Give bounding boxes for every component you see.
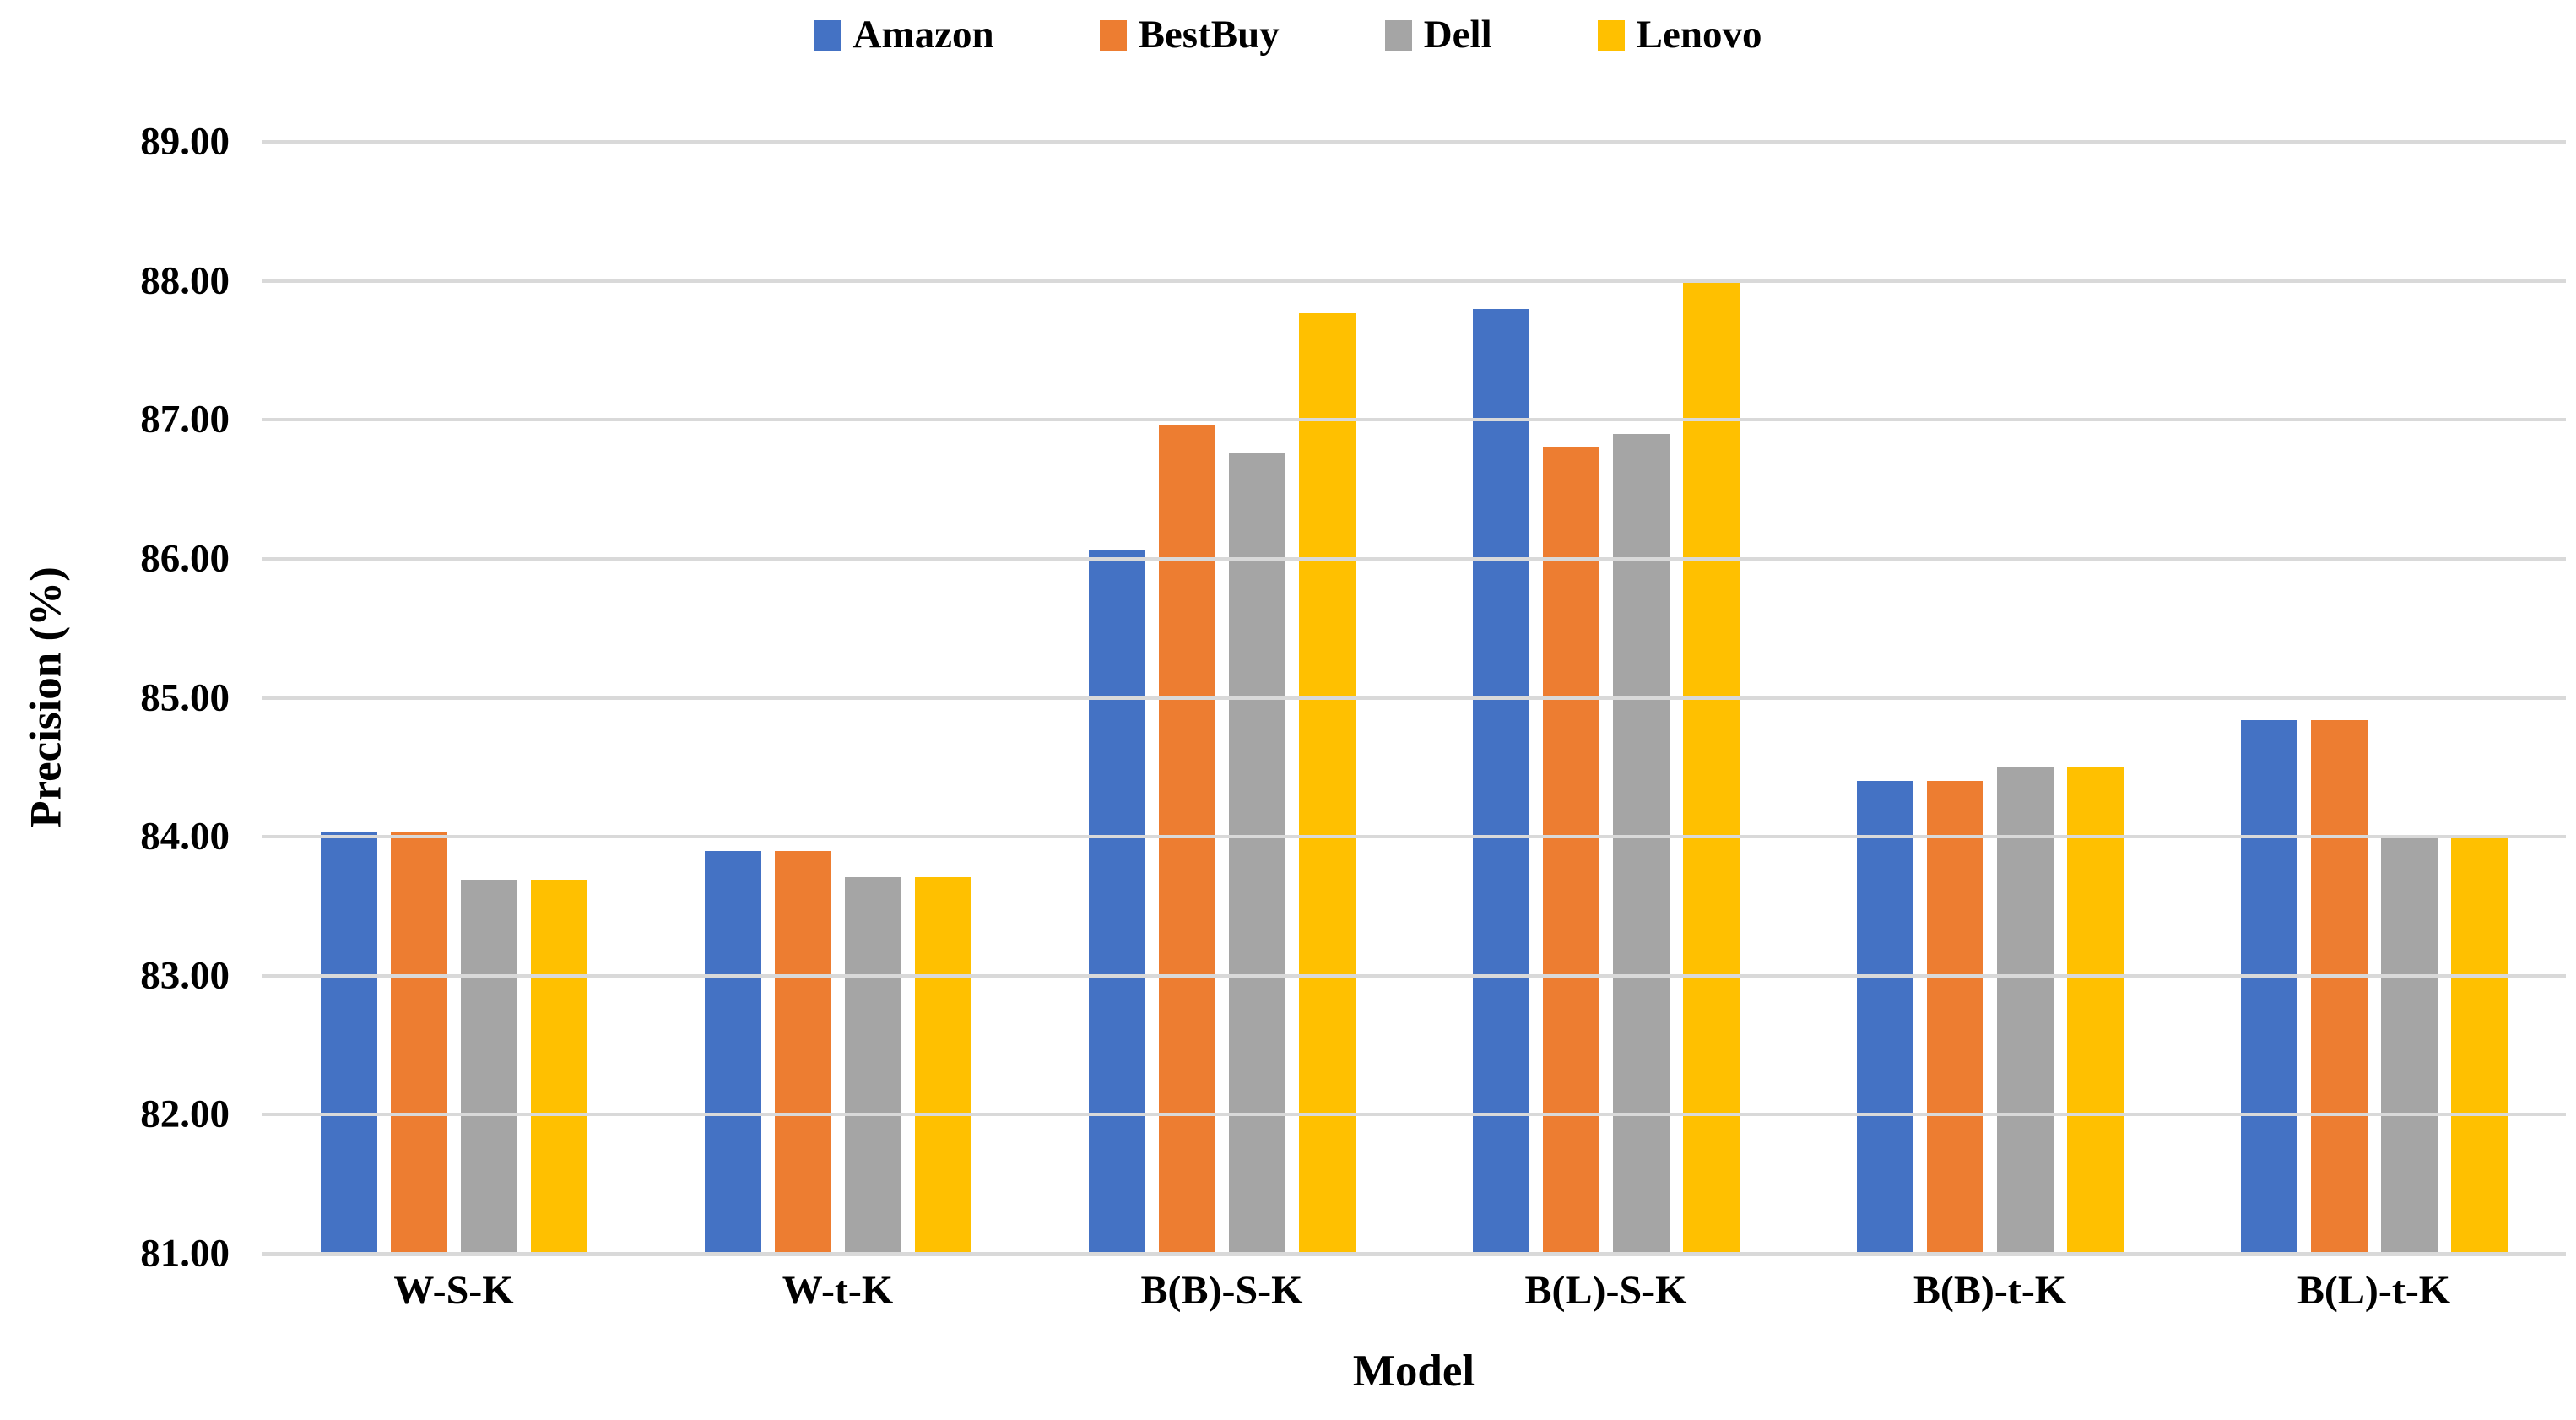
bar-bestbuy-B(L)-S-K (1542, 447, 1599, 1254)
bar-lenovo-W-t-K (914, 876, 971, 1254)
bar-amazon-W-S-K (320, 832, 377, 1254)
bar-group-B(L)-S-K (1414, 142, 1798, 1254)
legend-swatch-bestbuy (1099, 19, 1127, 51)
bar-lenovo-B(L)-S-K (1682, 280, 1740, 1254)
legend-swatch-lenovo (1597, 19, 1625, 51)
legend-item-bestbuy: BestBuy (1099, 13, 1280, 57)
x-axis-tick-labels: W-S-K W-t-K B(B)-S-K B(L)-S-K B(B)-t-K B(L)-t… (262, 1271, 2566, 1311)
bar-dell-W-t-K (844, 876, 901, 1254)
legend-label: Amazon (852, 13, 994, 57)
gridline-88.00 (262, 279, 2566, 283)
y-tick-label-88.00: 88.00 (140, 258, 230, 303)
y-tick-label-89.00: 89.00 (140, 119, 230, 164)
x-tick-label-B(B)-t-K: B(B)-t-K (1913, 1268, 2067, 1313)
bar-lenovo-B(B)-S-K (1298, 312, 1356, 1254)
legend-label: Dell (1423, 13, 1492, 57)
bar-group-W-t-K (646, 142, 1030, 1254)
legend-swatch-dell (1384, 19, 1412, 51)
gridline-89.00 (262, 140, 2566, 144)
y-tick-label-86.00: 86.00 (140, 536, 230, 581)
legend-item-amazon: Amazon (814, 13, 994, 57)
gridline-84.00 (262, 835, 2566, 839)
bar-dell-W-S-K (460, 880, 517, 1254)
gridline-87.00 (262, 418, 2566, 422)
legend-swatch-amazon (814, 19, 842, 51)
bar-lenovo-B(L)-t-K (2450, 837, 2508, 1254)
x-axis-title: Model (1352, 1347, 1475, 1396)
x-tick-label-W-t-K: W-t-K (782, 1268, 894, 1313)
bar-lenovo-B(B)-t-K (2066, 767, 2124, 1254)
legend-item-dell: Dell (1384, 13, 1492, 57)
gridline-81.00 (262, 1252, 2566, 1256)
bar-amazon-B(L)-S-K (1472, 308, 1529, 1254)
x-tick-label-B(L)-t-K: B(L)-t-K (2297, 1268, 2451, 1313)
bar-dell-B(B)-S-K (1228, 453, 1285, 1254)
y-tick-label-82.00: 82.00 (140, 1092, 230, 1136)
y-tick-label-83.00: 83.00 (140, 953, 230, 998)
y-tick-label-81.00: 81.00 (140, 1231, 230, 1276)
bar-bestbuy-B(B)-S-K (1158, 425, 1215, 1254)
bar-dell-B(L)-S-K (1612, 433, 1670, 1254)
gridline-85.00 (262, 696, 2566, 700)
bar-amazon-W-t-K (704, 850, 761, 1254)
bar-group-B(L)-t-K (2182, 142, 2566, 1254)
legend-label: BestBuy (1138, 13, 1280, 57)
plot-area (262, 140, 2566, 1256)
bar-group-B(B)-t-K (1798, 142, 2182, 1254)
bar-bestbuy-W-S-K (390, 832, 447, 1254)
y-tick-label-85.00: 85.00 (140, 675, 230, 719)
bar-lenovo-W-S-K (530, 880, 587, 1254)
x-tick-label-B(L)-S-K: B(L)-S-K (1524, 1268, 1687, 1313)
bar-bestbuy-B(L)-t-K (2310, 719, 2368, 1254)
bar-amazon-B(B)-t-K (1856, 781, 1913, 1254)
bar-bestbuy-W-t-K (774, 850, 831, 1254)
bar-bestbuy-B(B)-t-K (1926, 781, 1983, 1254)
gridline-82.00 (262, 1113, 2566, 1117)
legend-item-lenovo: Lenovo (1597, 13, 1762, 57)
x-tick-label-B(B)-S-K: B(B)-S-K (1140, 1268, 1303, 1313)
bar-group-W-S-K (262, 142, 646, 1254)
bar-dell-B(L)-t-K (2380, 837, 2438, 1254)
y-tick-label-84.00: 84.00 (140, 814, 230, 859)
gridline-83.00 (262, 973, 2566, 978)
bar-amazon-B(L)-t-K (2240, 719, 2297, 1254)
legend: Amazon BestBuy Dell Lenovo (0, 15, 2576, 55)
bar-amazon-B(B)-S-K (1088, 550, 1145, 1254)
x-tick-label-W-S-K: W-S-K (393, 1268, 514, 1313)
bar-groups (262, 142, 2566, 1254)
gridline-86.00 (262, 556, 2566, 561)
y-axis-tick-labels: 89.00 88.00 87.00 86.00 85.00 84.00 83.00 82.00… (0, 122, 230, 1273)
legend-label: Lenovo (1636, 13, 1762, 57)
y-tick-label-87.00: 87.00 (140, 397, 230, 442)
bar-dell-B(B)-t-K (1996, 767, 2054, 1254)
